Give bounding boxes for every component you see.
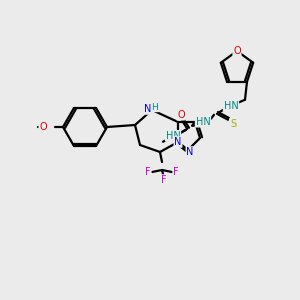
Text: N: N [186, 147, 194, 157]
Text: HN: HN [224, 101, 238, 111]
Text: O: O [177, 110, 185, 120]
Text: HN: HN [166, 131, 180, 141]
Text: F: F [173, 167, 179, 177]
Text: H: H [152, 103, 158, 112]
Text: HN: HN [196, 117, 210, 127]
Text: N: N [144, 104, 152, 114]
Text: F: F [145, 167, 151, 177]
Text: S: S [230, 119, 236, 129]
Text: F: F [161, 175, 167, 185]
Text: N: N [174, 137, 182, 147]
Text: O: O [233, 46, 241, 56]
Text: O: O [39, 122, 47, 132]
